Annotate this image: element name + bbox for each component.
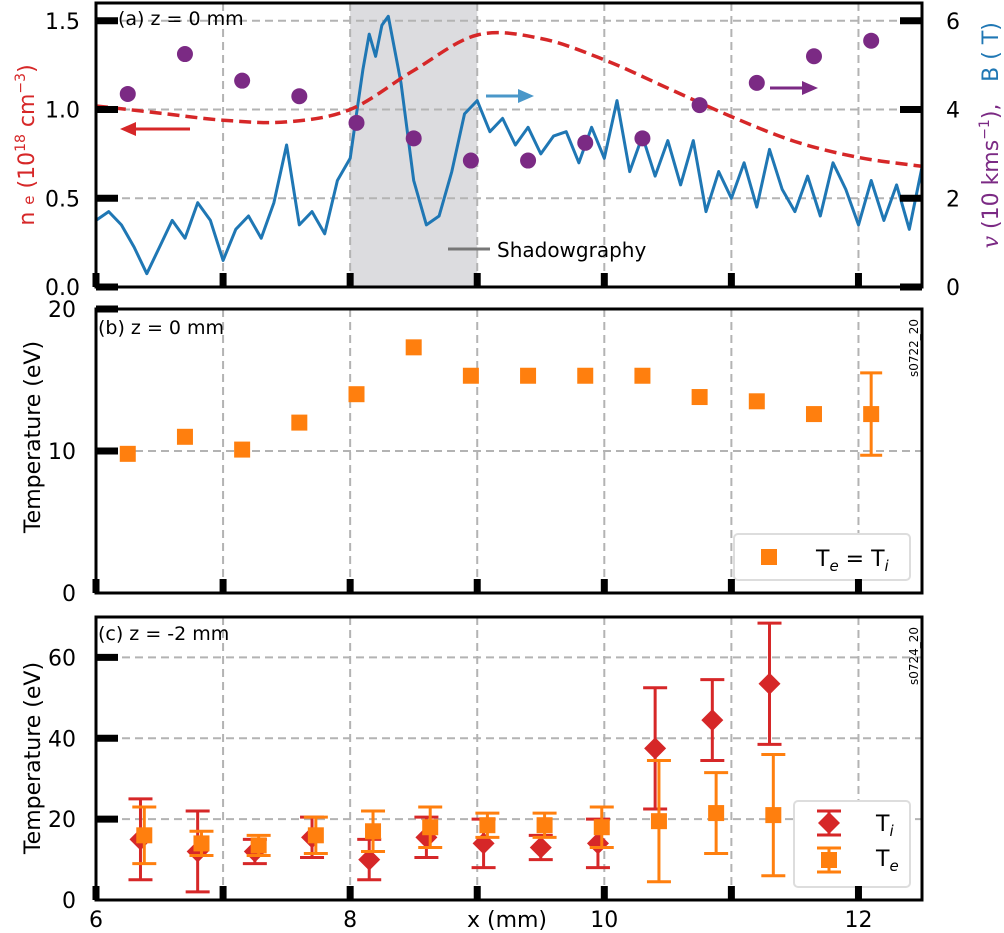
te-point — [422, 819, 439, 836]
te-ti-point — [119, 445, 136, 462]
c-ytick-label: 0 — [62, 889, 76, 914]
a-y2tick-label: 0 — [946, 276, 960, 301]
a-y2tick-label: 6 — [946, 10, 960, 35]
c-legend-ti-label: Ti — [875, 812, 894, 840]
shadowgraphy-label: Shadowgraphy — [497, 238, 646, 262]
panel-b: (b) z = 0 mm s0722_20 Te = Ti 0 10 20Temperat… — [21, 298, 924, 607]
ti-point — [586, 832, 609, 855]
ti-point — [529, 836, 552, 859]
c-frame — [94, 615, 924, 902]
velocity-point — [520, 152, 537, 169]
c-ytick-label: 60 — [48, 646, 76, 671]
velocity-point — [462, 152, 479, 169]
b-ytick-label: 0 — [62, 582, 76, 607]
te-ti-point — [405, 339, 422, 356]
te-ti-point — [348, 386, 365, 403]
velocity-point — [234, 72, 251, 89]
a-ylabel-density: n e (1018 cm−3) — [13, 64, 40, 225]
ti-point — [701, 709, 724, 732]
a-y2tick-label: 2 — [946, 187, 960, 212]
te-ti-point — [176, 428, 193, 445]
a-ytick-label: 1.0 — [45, 99, 80, 124]
c-xtick-label: 10 — [590, 908, 618, 933]
a-ylabel-field: B ( T) — [979, 22, 1004, 82]
b-ytick-label: 20 — [48, 298, 76, 323]
c-shot-id: s0724_20 — [907, 627, 921, 685]
a-frame — [94, 1, 924, 289]
panel-c: (c) z = -2 mm s0724_20 Ti Te 0 20 40 60Temperat… — [21, 615, 924, 933]
ti-point — [472, 832, 495, 855]
b-legend-box — [733, 533, 911, 581]
ti-point — [758, 672, 781, 695]
ti-point — [644, 737, 667, 760]
c-ylabel: Temperature (eV) — [21, 662, 46, 855]
velocity-point — [405, 130, 422, 147]
te-ti-point — [634, 367, 651, 384]
te-ti-point — [520, 367, 537, 384]
panel-a-label: (a) z = 0 mm — [118, 8, 244, 30]
b-shot-id: s0722_20 — [907, 319, 921, 377]
te-point — [479, 817, 496, 834]
velocity-point — [577, 134, 594, 151]
c-legend-ti-marker — [818, 812, 840, 834]
velocity-point — [176, 46, 193, 63]
te-point — [765, 807, 782, 824]
te-ti-point — [748, 393, 765, 410]
ti-point — [358, 848, 381, 871]
panel-b-label: (b) z = 0 mm — [98, 317, 224, 339]
te-ti-point — [291, 414, 308, 431]
b-frame — [94, 307, 924, 595]
c-xtick-label: 6 — [89, 908, 103, 933]
te-point — [365, 823, 382, 840]
c-ytick-label: 20 — [48, 808, 76, 833]
te-ti-point — [234, 441, 251, 458]
te-point — [136, 827, 153, 844]
velocity-point — [291, 88, 308, 105]
a-ytick-label: 0.0 — [45, 276, 80, 301]
velocity-axis-arrow-head — [802, 81, 818, 95]
electron-density-curve — [95, 30, 923, 169]
te-point — [250, 837, 267, 854]
velocity-point — [805, 48, 822, 65]
te-point — [650, 813, 667, 830]
c-xtick-label: 12 — [844, 908, 872, 933]
b-ytick-label: 10 — [48, 440, 76, 465]
te-ti-point — [805, 406, 822, 423]
velocity-point — [691, 97, 708, 114]
panel-c-label: (c) z = -2 mm — [98, 623, 229, 645]
te-ti-point — [691, 389, 708, 406]
a-ytick-label: 0.5 — [45, 187, 80, 212]
c-xtick-label: 8 — [343, 908, 357, 933]
a-y2tick-label: 4 — [946, 99, 960, 124]
b-legend-marker — [761, 549, 777, 565]
x-axis-label: x (mm) — [467, 908, 547, 933]
velocity-point — [634, 130, 651, 147]
density-axis-arrow-head — [120, 122, 136, 136]
te-ti-point — [863, 406, 880, 423]
te-ti-point — [577, 367, 594, 384]
te-point — [708, 805, 725, 822]
velocity-point — [119, 85, 136, 102]
te-point — [536, 817, 553, 834]
field-axis-arrow-head — [518, 89, 534, 103]
a-ylabel-velocity: v (10 kms−1), — [977, 104, 1004, 249]
b-ylabel: Temperature (eV) — [21, 341, 46, 534]
c-legend-te-label: Te — [875, 847, 899, 875]
te-point — [593, 819, 610, 836]
velocity-point — [748, 74, 765, 91]
velocity-point — [863, 32, 880, 49]
velocity-point — [348, 114, 365, 131]
panel-a: Shadowgraphy (a) z = 0 mm 0.0 0.5 1.0 1.5 0 2 4 6… — [13, 1, 1004, 301]
c-ytick-label: 40 — [48, 727, 76, 752]
c-legend-te-marker — [821, 852, 837, 868]
a-ytick-label: 1.5 — [45, 10, 80, 35]
te-point — [193, 835, 210, 852]
b-legend-label: Te = Ti — [815, 547, 890, 575]
magnetic-field-line — [95, 14, 924, 276]
te-ti-point — [462, 367, 479, 384]
te-point — [307, 827, 324, 844]
